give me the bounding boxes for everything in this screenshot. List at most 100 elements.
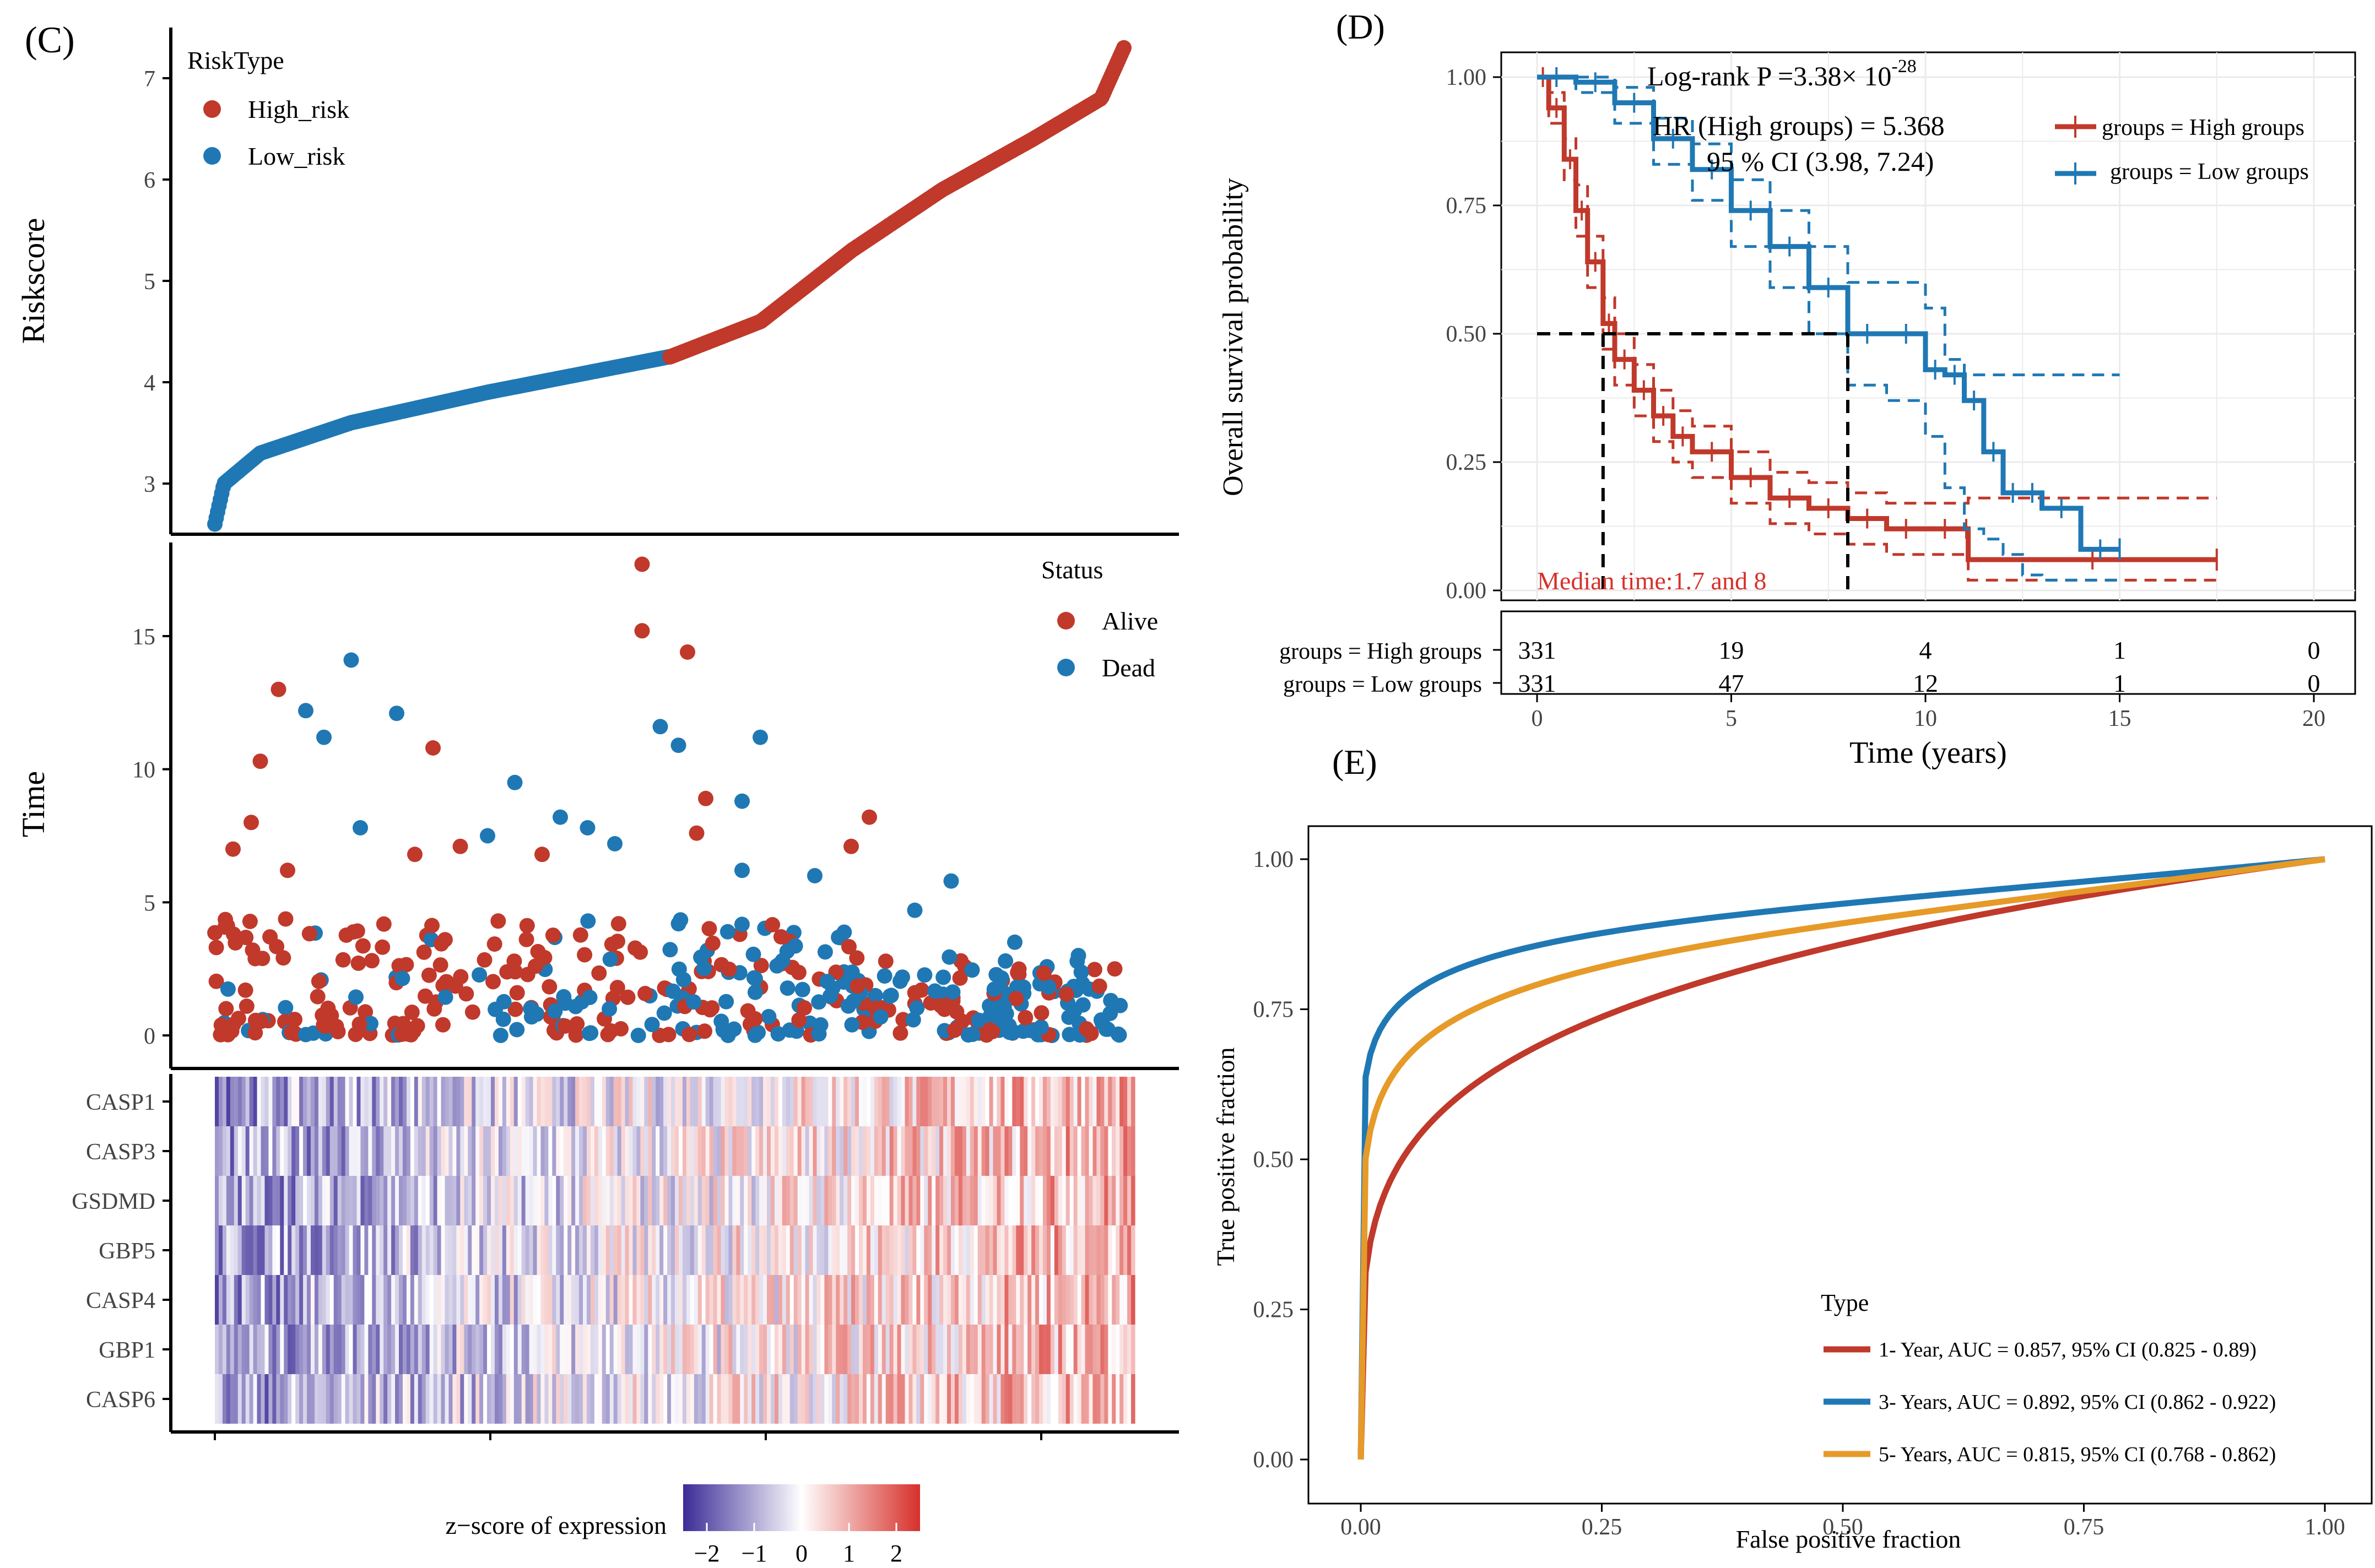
heatmap-cell — [406, 1275, 411, 1325]
heatmap-cells — [215, 1077, 1135, 1424]
heatmap-cell — [552, 1176, 556, 1225]
panel-label-c: (C) — [25, 19, 75, 61]
time-point — [310, 989, 326, 1005]
heatmap-cell — [437, 1275, 442, 1325]
heatmap-cell — [498, 1374, 503, 1424]
time-point — [610, 934, 625, 950]
heatmap-cell — [713, 1225, 718, 1275]
time-point — [218, 1001, 234, 1017]
heatmap-cell — [675, 1176, 679, 1225]
heatmap-cell — [230, 1176, 235, 1225]
heatmap-cell — [763, 1126, 767, 1176]
heatmap-cell — [755, 1126, 760, 1176]
heatmap-cell — [249, 1225, 254, 1275]
heatmap-cell — [740, 1077, 744, 1126]
heatmap-cell — [1085, 1176, 1090, 1225]
heatmap-cell — [966, 1325, 971, 1374]
heatmap-row-label: CASP3 — [86, 1140, 155, 1165]
heatmap-cell — [560, 1176, 564, 1225]
heatmap-cell — [513, 1275, 518, 1325]
heatmap-cell — [272, 1275, 277, 1325]
heatmap-cell — [502, 1225, 507, 1275]
heatmap-cell — [1039, 1077, 1043, 1126]
heatmap-cell — [602, 1374, 607, 1424]
heatmap-cell — [1096, 1374, 1101, 1424]
heatmap-cell — [667, 1374, 672, 1424]
heatmap-cell — [751, 1126, 756, 1176]
heatmap-cell — [1065, 1325, 1070, 1374]
heatmap-cell — [429, 1275, 434, 1325]
time-point — [1041, 979, 1057, 995]
time-point — [946, 1022, 962, 1038]
heatmap-cell — [237, 1325, 242, 1374]
heatmap-cell — [1073, 1126, 1078, 1176]
time-point — [320, 1000, 336, 1016]
heatmap-cell — [560, 1077, 564, 1126]
heatmap-cell — [667, 1126, 672, 1176]
heatmap-cell — [1089, 1275, 1094, 1325]
heatmap-cell — [985, 1275, 990, 1325]
heatmap-cell — [824, 1225, 829, 1275]
heatmap-cell — [1020, 1126, 1024, 1176]
heatmap-cell — [824, 1325, 829, 1374]
heatmap-cell — [264, 1077, 269, 1126]
heatmap-cell — [935, 1275, 940, 1325]
time-y-tick-label: 0 — [144, 1024, 155, 1049]
heatmap-cell — [525, 1374, 530, 1424]
heatmap-cell — [525, 1126, 530, 1176]
heatmap-cell — [502, 1176, 507, 1225]
heatmap-cell — [567, 1176, 572, 1225]
heatmap-cell — [862, 1126, 867, 1176]
time-point — [486, 936, 502, 952]
roc-x-label: False positive fraction — [1736, 1525, 1961, 1553]
heatmap-cell — [307, 1325, 311, 1374]
heatmap-cell — [372, 1325, 376, 1374]
heatmap-cell — [1058, 1126, 1063, 1176]
heatmap-cell — [932, 1077, 936, 1126]
heatmap-cell — [997, 1225, 1002, 1275]
legend-low-risk-label: Low_risk — [248, 142, 345, 170]
heatmap-cell — [1123, 1325, 1128, 1374]
heatmap-cell — [372, 1275, 376, 1325]
time-point — [697, 1023, 712, 1039]
heatmap-cell — [605, 1275, 610, 1325]
heatmap-cell — [579, 1176, 583, 1225]
heatmap-cell — [280, 1126, 284, 1176]
heatmap-cell — [299, 1176, 304, 1225]
heatmap-cell — [1108, 1225, 1112, 1275]
heatmap-cell — [284, 1275, 288, 1325]
heatmap-cell — [452, 1225, 457, 1275]
heatmap-cell — [782, 1225, 787, 1275]
heatmap-cell — [824, 1126, 829, 1176]
heatmap-cell — [395, 1126, 399, 1176]
km-y-tick-label: 0.50 — [1446, 322, 1487, 347]
heatmap-cell — [1108, 1325, 1112, 1374]
heatmap-cell — [809, 1077, 814, 1126]
km-x-tick-label: 0 — [1532, 706, 1543, 731]
heatmap-cell — [586, 1176, 591, 1225]
heatmap-cell — [487, 1275, 491, 1325]
heatmap-cell — [421, 1325, 426, 1374]
heatmap-cell — [548, 1374, 553, 1424]
heatmap-cell — [701, 1374, 706, 1424]
heatmap-cell — [770, 1374, 775, 1424]
heatmap-cell — [605, 1325, 610, 1374]
logrank-text: Log-rank P =3.38× 10-28 — [1647, 56, 1917, 91]
heatmap-cell — [793, 1325, 798, 1374]
time-point — [984, 1023, 1000, 1039]
heatmap-cell — [793, 1077, 798, 1126]
heatmap-cell — [356, 1225, 361, 1275]
heatmap-cell — [1104, 1126, 1108, 1176]
heatmap-cell — [1046, 1176, 1051, 1225]
heatmap-cell — [717, 1126, 722, 1176]
time-point — [435, 1017, 451, 1033]
heatmap-cell — [893, 1077, 898, 1126]
time-point — [965, 1027, 981, 1042]
heatmap-cell — [816, 1126, 821, 1176]
heatmap-cell — [475, 1225, 480, 1275]
time-point — [437, 932, 453, 948]
heatmap-cell — [717, 1325, 722, 1374]
heatmap-cell — [977, 1374, 982, 1424]
heatmap-cell — [460, 1077, 464, 1126]
heatmap-cell — [491, 1275, 495, 1325]
